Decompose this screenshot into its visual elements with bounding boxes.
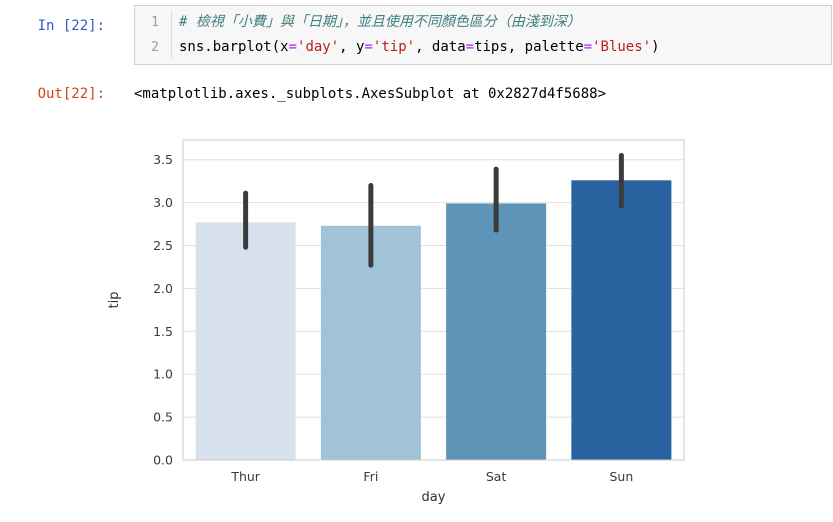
code-editor[interactable]: 1 # 檢視「小費」與「日期」，並且使用不同顏色區分（由淺到深） 2 sns.barp… (134, 5, 832, 65)
x-tick-label: Sat (486, 469, 507, 484)
y-tick-label: 0.0 (153, 453, 173, 468)
y-tick-label: 3.0 (153, 195, 173, 210)
y-tick-label: 2.5 (153, 238, 173, 253)
y-tick-label: 0.5 (153, 410, 173, 425)
bar-thur (195, 222, 296, 460)
y-tick-label: 1.0 (153, 367, 173, 382)
x-tick-label: Sun (609, 469, 633, 484)
bar-sat (446, 203, 547, 460)
x-tick-label: Thur (230, 469, 260, 484)
x-axis-label: day (422, 490, 446, 505)
barplot-canvas: 0.0 0.5 1.0 1.5 2.0 2.5 3.0 3.5 Thur Fri Sat Sun day… (107, 139, 685, 505)
output-repr-text: <matplotlib.axes._subplots.AxesSubplot a… (134, 86, 607, 102)
output-cell: Out[22]: <matplotlib.axes._subplots.Axes… (0, 83, 833, 105)
code-text: # 檢視「小費」與「日期」，並且使用不同顏色區分（由淺到深） (179, 14, 581, 30)
plot-border (182, 139, 685, 461)
code-line[interactable]: 1 # 檢視「小費」與「日期」，並且使用不同顏色區分（由淺到深） (135, 10, 831, 35)
code-line[interactable]: 2 sns.barplot(x='day', y='tip', data=tips… (135, 35, 831, 60)
barplot-figure: 0.0 0.5 1.0 1.5 2.0 2.5 3.0 3.5 Thur Fri Sat Sun day… (100, 119, 833, 518)
line-number: 2 (135, 35, 172, 60)
code-text: sns.barplot(x='day', y='tip', data=tips,… (179, 39, 660, 55)
y-tick-label: 3.5 (153, 152, 173, 167)
input-prompt: In [22]: (37, 18, 105, 34)
bar-sun (571, 180, 672, 460)
x-tick-label: Fri (363, 469, 378, 484)
y-tick-label: 1.5 (153, 324, 173, 339)
y-axis-label: tip (107, 292, 122, 309)
y-tick-label: 2.0 (153, 281, 173, 296)
input-cell: In [22]: 1 # 檢視「小費」與「日期」，並且使用不同顏色區分（由淺到深）… (0, 5, 833, 65)
line-number: 1 (135, 10, 172, 35)
output-prompt: Out[22]: (37, 86, 105, 102)
